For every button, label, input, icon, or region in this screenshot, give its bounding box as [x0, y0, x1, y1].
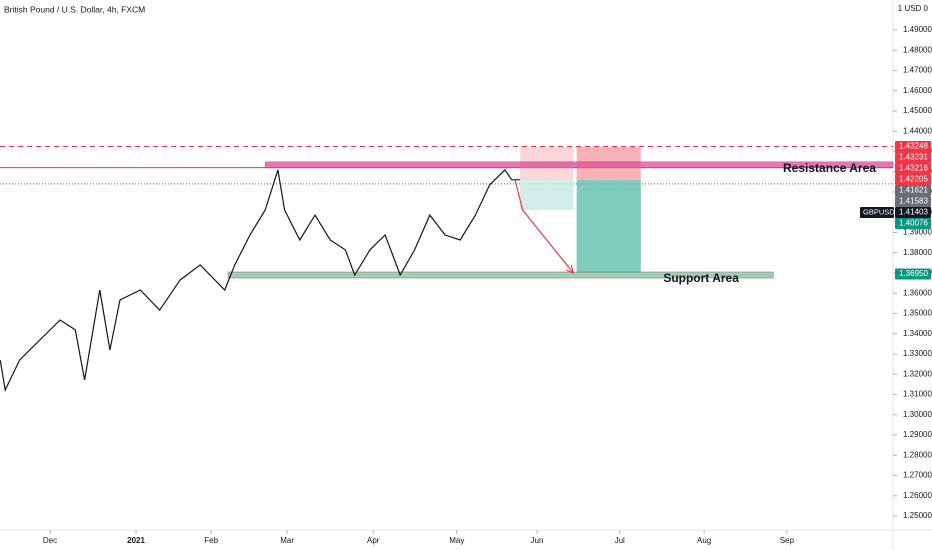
y-tick-label: 1.46000 — [903, 86, 932, 95]
price-badge — [895, 140, 931, 152]
price-badge-label: 1.41621 — [899, 186, 928, 195]
x-tick-label: Jul — [615, 536, 625, 545]
y-tick-label: 1.44000 — [903, 126, 932, 135]
y-tick-label: 1.36000 — [903, 288, 932, 297]
x-tick-label: Dec — [43, 536, 57, 545]
price-badge — [895, 268, 931, 280]
y-tick-label: 1.49000 — [903, 25, 932, 34]
x-tick-label: Aug — [697, 536, 711, 545]
price-badge-label: 1.36950 — [899, 269, 928, 278]
target-zone — [520, 180, 574, 211]
price-badge-label: 1.43248 — [899, 142, 928, 151]
y-tick-label: 1.28000 — [903, 450, 932, 459]
price-badge-label: 1.43231 — [899, 153, 928, 162]
price-badge-label: 1.43216 — [899, 164, 928, 173]
price-badge-label: 1.41403 — [899, 208, 928, 217]
x-tick-label: May — [449, 536, 464, 545]
x-tick-label: Jun — [531, 536, 544, 545]
price-badge — [895, 206, 931, 218]
y-tick-label: 1.47000 — [903, 66, 932, 75]
symbol-badge — [860, 206, 894, 218]
y-tick-label: 1.33000 — [903, 349, 932, 358]
x-tick-label: Sep — [780, 536, 795, 545]
x-tick-label: Mar — [280, 536, 294, 545]
zone-label: Resistance Area — [783, 161, 876, 175]
price-badge-label: 1.41583 — [899, 197, 928, 206]
price-badge-label: 1.42205 — [899, 175, 928, 184]
zone-label: Support Area — [663, 271, 739, 285]
price-badge — [895, 195, 931, 207]
price-badge — [895, 162, 931, 174]
y-tick-label: 1.30000 — [903, 410, 932, 419]
y-tick-label: 1.29000 — [903, 430, 932, 439]
price-badge-label: 1.40076 — [899, 219, 928, 228]
y-tick-label: 1.48000 — [903, 45, 932, 54]
x-tick-label: 2021 — [127, 536, 145, 545]
price-badge — [895, 151, 931, 163]
arrow-head — [566, 264, 575, 275]
y-tick-label: 1.38000 — [903, 248, 932, 257]
y-tick-label: 1.35000 — [903, 309, 932, 318]
chart-title: British Pound / U.S. Dollar, 4h, FXCM — [4, 4, 145, 14]
x-tick-label: Apr — [367, 536, 380, 545]
price-badge — [895, 173, 931, 185]
symbol-badge-label: GBPUSD — [863, 207, 895, 216]
y-tick-label: 1.26000 — [903, 491, 932, 500]
y-tick-label: 1.25000 — [903, 511, 932, 520]
target-zone — [576, 180, 641, 273]
price-line-series — [0, 168, 521, 392]
currency-label: 1 USD 0 — [898, 4, 929, 13]
arrow — [514, 179, 574, 274]
y-tick-label: 1.39000 — [903, 228, 932, 237]
y-tick-label: 1.32000 — [903, 369, 932, 378]
zone — [227, 271, 774, 279]
price-badge — [895, 217, 931, 229]
zone — [264, 161, 894, 169]
x-tick-label: Feb — [204, 536, 218, 545]
price-badge — [895, 184, 931, 196]
y-tick-label: 1.45000 — [903, 106, 932, 115]
y-tick-label: 1.34000 — [903, 329, 932, 338]
y-tick-label: 1.31000 — [903, 390, 932, 399]
y-tick-label: 1.27000 — [903, 471, 932, 480]
